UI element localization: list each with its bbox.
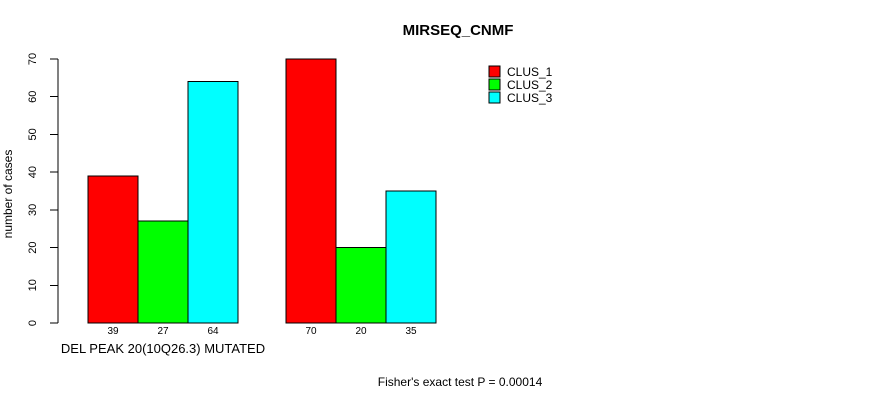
y-axis-tick-label: 50 [27,128,39,140]
y-axis-tick-label: 0 [27,320,39,326]
y-axis-tick-label: 20 [27,241,39,253]
x-category-label: DEL PEAK 20(10Q26.3) MUTATED [61,341,265,356]
y-axis-tick-label: 40 [27,166,39,178]
bar-value-label: 20 [355,326,367,337]
bar-value-label: 64 [207,326,219,337]
bar-clus_3-group-1 [187,81,239,324]
bar-clus_2-group-2 [335,247,387,324]
legend-label-clus-3: CLUS_3 [507,91,553,105]
y-axis-title: number of cases [1,150,15,239]
bar-value-label: 70 [305,326,317,337]
chart-title: MIRSEQ_CNMF [403,22,514,39]
bar-clus_2-group-1 [137,220,189,324]
y-axis-tick-label: 70 [27,53,39,65]
y-axis: 0 10 20 30 40 50 60 70 [27,53,59,326]
y-axis-tick-label: 30 [27,204,39,216]
bar-clus_1-group-2 [285,58,337,324]
bar-value-label: 35 [405,326,417,337]
bar-value-labels: 39 27 64 70 20 35 [107,326,417,337]
bar-value-label: 39 [107,326,119,337]
legend-label-clus-1: CLUS_1 [507,65,553,79]
legend: CLUS_1 CLUS_2 CLUS_3 [488,65,553,105]
legend-swatch-clus-1 [488,65,501,78]
bar-clus_1-group-1 [87,175,139,324]
legend-label-clus-2: CLUS_2 [507,78,553,92]
y-axis-tick-label: 60 [27,91,39,103]
legend-swatch-clus-3 [488,91,501,104]
legend-swatch-clus-2 [488,78,501,91]
bars [87,58,437,324]
bar-clus_3-group-2 [385,190,437,324]
fisher-test-annotation: Fisher's exact test P = 0.00014 [378,375,543,389]
bar-value-label: 27 [157,326,169,337]
y-axis-tick-label: 10 [27,279,39,291]
